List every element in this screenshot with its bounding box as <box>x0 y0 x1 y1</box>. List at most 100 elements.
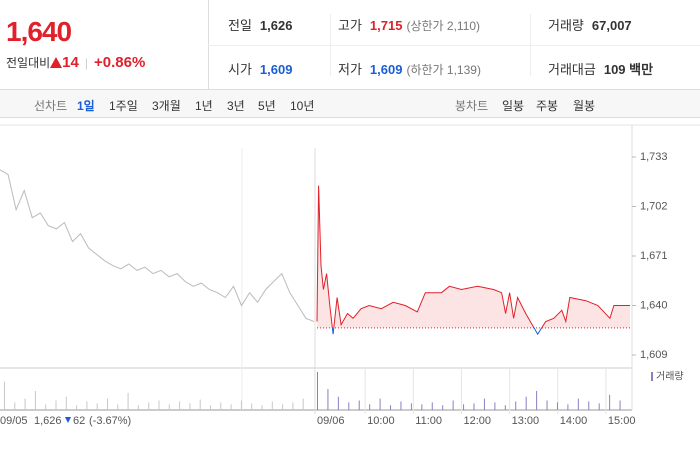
volume-bar <box>588 401 590 410</box>
prev-change: 62 <box>73 415 85 427</box>
tab[interactable]: 주봉 <box>536 99 559 113</box>
tab[interactable]: 1주일 <box>109 99 138 113</box>
volume-bar <box>358 400 360 410</box>
volume-bar <box>4 381 5 410</box>
tab[interactable]: 1일 <box>77 99 95 113</box>
tab-bar: 선차트 1일 1주일 3개월 1년 3년 5년 10년 봉차트 일봉 주봉 월봉 <box>0 90 700 118</box>
quote-panel: 1,640 전일대비 14 | +0.86% 전일 1,626 고가 1,715 (상한가 … <box>0 0 700 90</box>
volume-bar <box>282 404 284 410</box>
tab[interactable]: 3년 <box>227 99 245 113</box>
tab: 선차트 <box>34 99 68 113</box>
stat-label: 저가 <box>338 62 362 77</box>
stat-note: (하한가 1,139) <box>406 63 481 77</box>
volume-bar <box>442 405 444 410</box>
chart: 1,609 1,640 1,671 1,702 1,733 10:00 11:00 12:00… <box>0 124 700 427</box>
stat: 거래대금 109 백만 <box>548 59 653 78</box>
stat-label: 거래량 <box>548 18 584 33</box>
volume-bar <box>369 404 371 410</box>
volume-bar <box>463 404 465 410</box>
volume-bar <box>556 402 558 410</box>
volume-bar <box>515 401 517 410</box>
area <box>317 185 630 328</box>
volume-bar <box>473 403 475 410</box>
volume-bar <box>261 405 263 410</box>
date-label: 09/06 <box>317 415 345 427</box>
x-tick-label: 12:00 <box>463 415 491 427</box>
volume-bar <box>400 401 402 410</box>
volume-bar <box>86 401 88 410</box>
volume-bar <box>483 398 485 410</box>
volume-bar <box>327 389 329 410</box>
stat-label: 거래대금 <box>548 62 596 77</box>
y-tick-label: 1,733 <box>640 151 668 163</box>
volume-bar <box>271 401 273 410</box>
stat-note: (상한가 2,110) <box>406 19 481 33</box>
stat: 거래량 67,007 <box>548 15 632 34</box>
x-tick-label: 15:00 <box>608 415 636 427</box>
tab[interactable]: 1년 <box>195 99 213 113</box>
volume-bar <box>148 402 150 410</box>
volume-bar <box>598 403 600 410</box>
down-icon <box>65 417 71 423</box>
x-tick-label: 13:00 <box>512 415 540 427</box>
stat-value: 1,626 <box>259 18 293 33</box>
date-label: 09/05 <box>0 415 28 427</box>
stat-value: 1,609 <box>259 62 293 77</box>
volume-bar <box>494 402 496 410</box>
divider <box>208 45 700 46</box>
stat-value: 1,609 <box>369 62 403 77</box>
volume-bar <box>536 391 538 410</box>
tab[interactable]: 월봉 <box>573 99 596 113</box>
volume-bar <box>567 404 569 410</box>
divider <box>330 14 331 76</box>
volume-bar <box>96 403 98 410</box>
stat-value: 1,715 <box>369 18 403 33</box>
volume-bar <box>45 404 47 410</box>
volume-bar <box>302 398 304 410</box>
tab[interactable]: 10년 <box>290 99 315 113</box>
change-label: 전일대비 <box>6 56 51 70</box>
stat: 고가 1,715 (상한가 2,110) <box>338 15 480 34</box>
volume-bar <box>168 404 170 410</box>
stat-label: 고가 <box>338 18 362 33</box>
x-tick-label: 11:00 <box>415 415 442 427</box>
volume-bar <box>158 400 160 410</box>
volume-bar <box>525 396 527 410</box>
price: 1,640 <box>6 16 72 47</box>
y-tick-label: 1,609 <box>640 349 668 361</box>
volume-bar <box>609 394 611 410</box>
tab[interactable]: 5년 <box>258 99 276 113</box>
volume-bar <box>189 403 191 410</box>
up-icon <box>50 57 63 68</box>
volume-bar <box>348 402 350 410</box>
legend-label: 거래량 <box>656 371 684 383</box>
tab[interactable]: 일봉 <box>502 99 525 113</box>
prev-close: 1,626 <box>34 415 62 427</box>
volume-bar <box>379 398 381 410</box>
y-tick-label: 1,702 <box>640 200 668 212</box>
volume-bar <box>452 400 454 410</box>
stat-value: 67,007 <box>591 18 632 33</box>
change-rate: +0.86% <box>93 54 146 71</box>
y-tick-label: 1,640 <box>640 299 668 311</box>
stat: 시가 1,609 <box>228 59 292 78</box>
volume-bar <box>230 404 232 410</box>
volume-bar <box>24 398 26 410</box>
volume-bar <box>210 405 211 410</box>
change: 전일대비 14 | +0.86% <box>6 54 146 71</box>
line <box>316 185 630 328</box>
volume-bar <box>292 402 294 410</box>
tab[interactable]: 3개월 <box>152 99 181 113</box>
volume-bar <box>14 402 16 410</box>
volume-bar <box>76 405 78 410</box>
stat-label: 시가 <box>228 62 252 77</box>
x-tick-label: 10:00 <box>367 415 395 427</box>
stat: 전일 1,626 <box>228 15 292 34</box>
change-value: 14 <box>62 54 79 71</box>
volume-bar <box>337 396 339 410</box>
volume-bar <box>421 404 423 410</box>
volume-bar <box>117 404 119 410</box>
volume-bar <box>220 402 222 410</box>
volume-bar <box>504 405 506 410</box>
